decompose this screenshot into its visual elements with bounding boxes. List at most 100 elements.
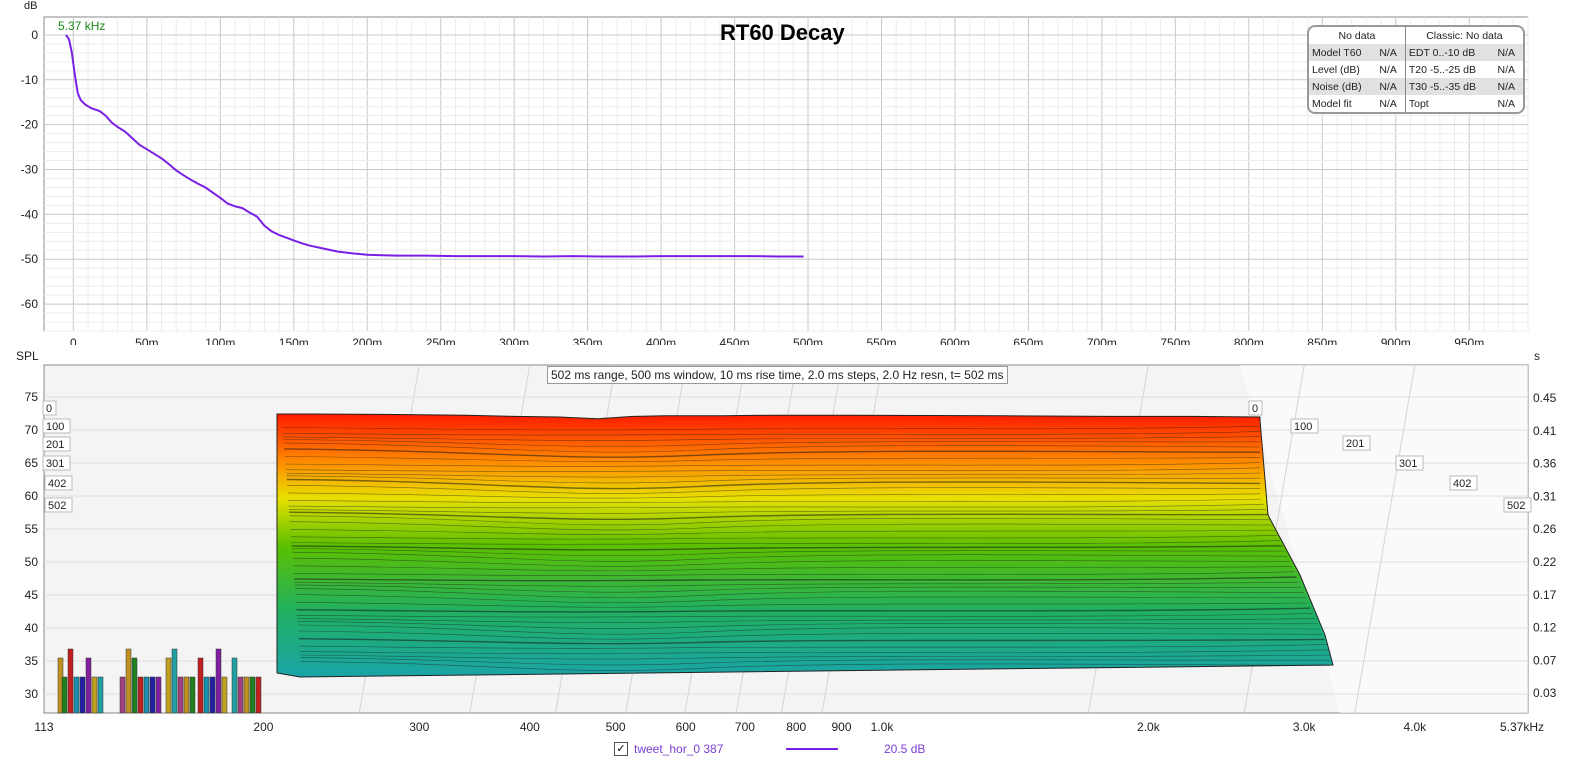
waterfall-y-tick-label: 45 (25, 588, 39, 602)
waterfall-bar (221, 676, 228, 714)
waterfall-bar (91, 676, 98, 714)
waterfall-bar (237, 676, 244, 714)
waterfall-x-tick-label: 800 (786, 720, 806, 734)
waterfall-contour-line (293, 576, 1297, 582)
depth-label-box (42, 436, 71, 452)
waterfall-x-tick-label: 200 (253, 720, 273, 734)
waterfall-bar (85, 657, 92, 714)
waterfall-y-tick-label: 75 (25, 390, 39, 404)
frequency-badge: 5.37 kHz (58, 19, 106, 33)
rt60-x-tick-label: 50m (135, 336, 158, 345)
waterfall-bar (243, 676, 250, 714)
waterfall-contour-line (298, 638, 1325, 645)
waterfall-time-tick-label: 0.12 (1533, 621, 1557, 635)
waterfall-bar (215, 648, 222, 714)
waterfall-contour-line (297, 624, 1320, 635)
waterfall-contour-line (288, 509, 1267, 514)
rt60-y-tick-label: -10 (21, 73, 39, 87)
waterfall-contour-line (284, 456, 1261, 463)
rt60-y-tick-label: -20 (21, 118, 39, 132)
waterfall-bar (67, 648, 74, 714)
waterfall-x-tick-label: 600 (676, 720, 696, 734)
waterfall-contour-line (299, 654, 1331, 660)
info-value: N/A (1494, 44, 1523, 61)
info-key: EDT 0..-10 dB (1404, 44, 1495, 61)
waterfall-bar (137, 676, 144, 714)
waterfall-contour-line (291, 548, 1285, 557)
waterfall-bar (79, 676, 86, 714)
waterfall-x-tick-label: 113 (34, 720, 53, 734)
waterfall-depth-label: 100 (1294, 421, 1312, 433)
waterfall-grid-line (1354, 364, 1416, 714)
waterfall-contour-line (295, 588, 1304, 599)
waterfall-contour-line (288, 503, 1264, 509)
waterfall-depth-label: 0 (1252, 403, 1258, 415)
waterfall-contour-line (289, 511, 1269, 521)
rt60-decay-line[interactable] (65, 34, 804, 258)
rt60-plot: 0 -10 -20 -30 -40 -50 -60 0 50m 100m 150m 200m 250m… (21, 16, 1529, 345)
waterfall-y-unit: SPL (16, 349, 39, 363)
waterfall-contour-line (285, 472, 1261, 478)
waterfall-contour-line (291, 545, 1283, 551)
waterfall-y-axis: 75 70 65 60 55 50 45 40 35 30 (25, 390, 39, 701)
waterfall-y-tick-label: 40 (25, 621, 39, 635)
waterfall-x-tick-label: 300 (409, 720, 429, 734)
waterfall-contour-line (300, 661, 1331, 671)
legend-series-value: 20.5 dB (884, 742, 926, 756)
waterfall-y-tick-label: 60 (25, 489, 39, 503)
rt60-x-tick-label: 450m (720, 336, 750, 345)
waterfall-contour-line (295, 602, 1309, 608)
waterfall-bar (149, 676, 156, 714)
waterfall-y-tick-label: 70 (25, 423, 39, 437)
waterfall-depth-labels: 0 0 100 100 201 201 301 301 402 402 502 502 (42, 400, 1532, 513)
waterfall-x-tick-label: 5.37kHz (1500, 720, 1544, 734)
waterfall-depth-label: 201 (46, 439, 64, 451)
waterfall-contour-line (287, 498, 1262, 504)
waterfall-bar (73, 676, 80, 714)
depth-label-box (1503, 497, 1532, 513)
waterfall-contour-line (300, 657, 1331, 666)
waterfall-depth-label: 201 (1346, 438, 1364, 450)
depth-label-box (44, 475, 73, 491)
waterfall-bar (255, 676, 262, 714)
waterfall-contour-line (283, 442, 1261, 453)
rt60-x-tick-label: 650m (1013, 336, 1043, 345)
waterfall-contour-line (297, 621, 1318, 629)
waterfall-time-unit: s (1534, 349, 1540, 363)
waterfall-contour-line (283, 439, 1261, 447)
waterfall-contour-line (293, 571, 1295, 576)
rt60-x-tick-label: 150m (279, 336, 309, 345)
legend-series-name[interactable]: tweet_hor_0 387 (634, 742, 724, 756)
waterfall-x-tick-label: 400 (520, 720, 540, 734)
waterfall-depth-label: 502 (1507, 500, 1525, 512)
waterfall-time-tick-label: 0.31 (1533, 489, 1557, 503)
waterfall-contours (282, 425, 1331, 671)
waterfall-contour-line (290, 529, 1276, 535)
waterfall-x-tick-label: 3.0k (1293, 720, 1317, 734)
waterfall-contour-line (286, 478, 1261, 490)
waterfall-depth-label: 402 (48, 478, 66, 490)
waterfall-contour-line (292, 551, 1288, 562)
depth-label-box (42, 418, 71, 434)
waterfall-bar (119, 676, 126, 714)
waterfall-contour-line (285, 467, 1261, 472)
depth-label-box (1248, 400, 1263, 416)
waterfall-time-tick-label: 0.45 (1533, 391, 1557, 405)
waterfall-surface[interactable] (276, 413, 1334, 678)
waterfall-x-tick-label: 500 (606, 720, 626, 734)
waterfall-bar (203, 676, 210, 714)
depth-label-box (1290, 418, 1319, 434)
rt60-x-axis: 0 50m 100m 150m 200m 250m 300m 350m 400m 450m 500m… (70, 336, 1484, 345)
waterfall-contour-line (296, 613, 1313, 618)
waterfall-contour-line (299, 649, 1330, 654)
depth-label-box (1449, 475, 1478, 491)
waterfall-bar (143, 676, 150, 714)
waterfall-depth-label: 100 (46, 421, 64, 433)
waterfall-contour-line (289, 515, 1271, 526)
info-key: T30 -5..-35 dB (1404, 78, 1495, 95)
info-value: N/A (1379, 63, 1397, 76)
chart-title: RT60 Decay (720, 20, 845, 45)
legend-checkbox[interactable]: ✓ (614, 742, 628, 756)
waterfall-plot: 75 70 65 60 55 50 45 40 35 30 0.45 0.41 0.36 0.31 0.2… (25, 364, 1557, 734)
info-value: N/A (1497, 97, 1516, 110)
